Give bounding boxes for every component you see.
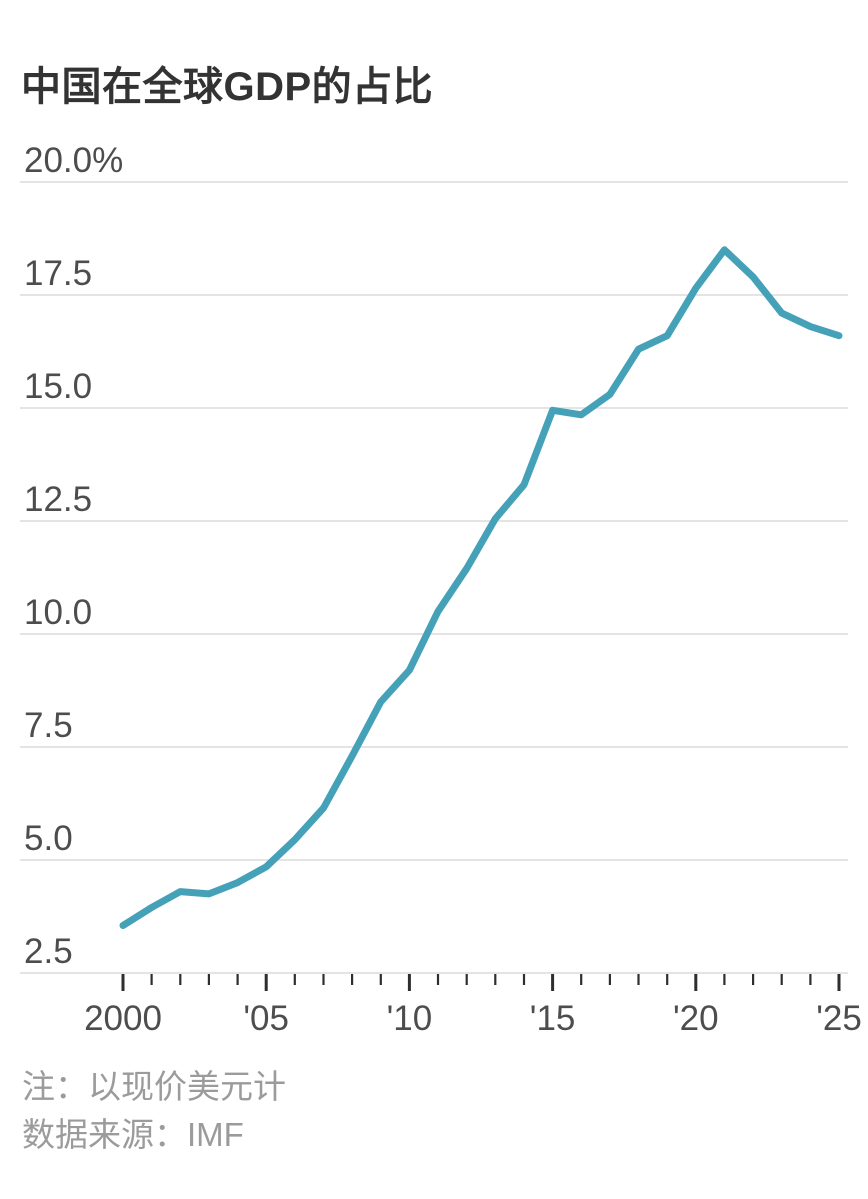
- y-tick-label: 2.5: [24, 932, 73, 971]
- y-tick-label: 7.5: [24, 706, 73, 745]
- x-tick-label: '25: [816, 999, 862, 1038]
- y-tick-label: 15.0: [24, 367, 92, 406]
- footnote-measure: 注：以现价美元计: [22, 1068, 286, 1105]
- y-axis-labels: 2.5 5.0 7.5 10.0 12.5 15.0 17.5 20.0%: [24, 141, 123, 971]
- y-gridlines: [20, 181, 848, 974]
- x-tick-label: '10: [387, 999, 433, 1038]
- x-tick-label: '20: [673, 999, 719, 1038]
- y-tick-label: 12.5: [24, 480, 92, 519]
- y-tick-label: 17.5: [24, 254, 92, 293]
- y-tick-label: 10.0: [24, 593, 92, 632]
- x-tick-label: '05: [243, 999, 289, 1038]
- gdp-share-line: [119, 246, 843, 929]
- chart-footnotes: 注：以现价美元计 数据来源：IMF: [22, 1063, 286, 1159]
- x-tick-label: 2000: [84, 999, 162, 1038]
- x-axis-labels: 2000 '05 '10 '15 '20 '25: [84, 999, 862, 1038]
- chart-title: 中国在全球GDP的占比: [21, 65, 434, 109]
- footnote-source: 数据来源：IMF: [22, 1116, 244, 1153]
- y-tick-label: 5.0: [24, 819, 73, 858]
- x-tick-label: '15: [530, 999, 576, 1038]
- y-tick-label: 20.0%: [24, 141, 123, 180]
- x-ticks: [121, 974, 841, 991]
